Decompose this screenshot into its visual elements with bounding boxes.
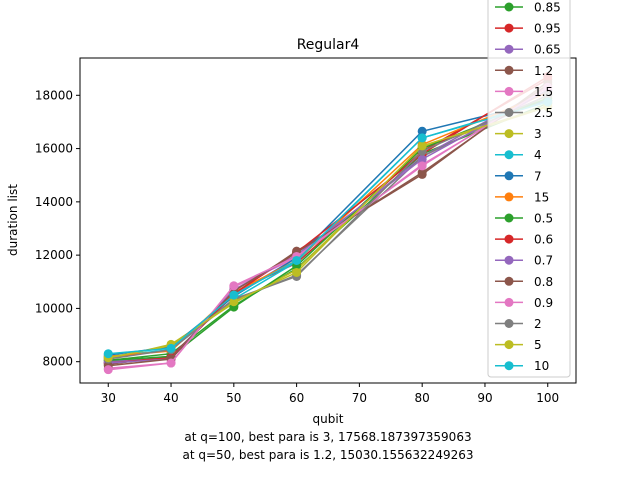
x-tick-label: 30 [101,391,116,405]
legend-marker [504,65,514,75]
y-tick-label: 18000 [35,88,73,102]
legend-label: 0.6 [534,233,553,247]
y-tick-label: 16000 [35,142,73,156]
x-tick-label: 70 [352,391,367,405]
legend-label: 0.85 [534,1,561,15]
data-point [229,281,239,291]
data-point [229,290,239,300]
annotation-best-q100: at q=100, best para is 3, 17568.18739735… [184,430,471,444]
legend-marker [504,23,514,33]
plot-frame [79,57,577,384]
x-tick-label: 40 [163,391,178,405]
x-tick-label: 60 [289,391,304,405]
legend-marker [504,340,514,350]
y-tick-label: 10000 [35,301,73,315]
legend-label: 0.8 [534,275,553,289]
legend-marker [504,150,514,160]
legend-label: 15 [534,190,549,204]
legend-marker [504,192,514,202]
x-axis: 30 40 50 60 70 80 90 100 [101,383,559,405]
legend-label: 0.5 [534,212,553,226]
data-point [417,126,427,136]
legend-label: 0.65 [534,43,561,57]
legend: 0.850.950.651.21.52.5347150.50.60.70.80.… [487,0,571,378]
legend-marker [504,129,514,139]
legend-label: 10 [534,359,549,373]
annotation-best-q50: at q=50, best para is 1.2, 15030.1556322… [182,448,473,462]
legend-marker [504,86,514,96]
data-point [166,358,176,368]
x-tick-label: 90 [477,391,492,405]
legend-label: 7 [534,169,542,183]
legend-label: 2 [534,317,542,331]
legend-marker [504,276,514,286]
legend-label: 5 [534,338,542,352]
data-point [417,154,427,164]
data-point [417,133,427,143]
legend-label: 1.2 [534,64,553,78]
legend-marker [504,255,514,265]
legend-marker [504,319,514,328]
legend-marker [504,361,514,371]
legend-label: 0.7 [534,254,553,268]
data-point [103,349,113,359]
legend-marker [504,2,514,12]
y-tick-label: 8000 [42,355,73,369]
x-axis-label: qubit [313,412,344,426]
legend-marker [504,171,514,181]
data-point [417,161,427,171]
legend-label: 1.5 [534,85,553,99]
series-line [108,105,548,359]
data-point [166,343,176,353]
x-tick-label: 50 [226,391,241,405]
legend-marker [504,234,514,244]
legend-label: 2.5 [534,106,553,120]
data-point [417,141,427,151]
legend-marker [504,108,514,117]
data-point [292,255,302,265]
legend-marker [504,44,514,54]
y-axis: 8000 10000 12000 14000 16000 18000 [35,88,80,369]
legend-label: 0.95 [534,22,561,36]
y-axis-label: duration list [6,184,20,256]
legend-label: 3 [534,127,542,141]
data-point [292,267,302,277]
data-point [103,365,113,375]
y-tick-label: 12000 [35,248,73,262]
series-line [108,86,549,371]
series-line [108,101,548,355]
x-tick-label: 80 [415,391,430,405]
legend-marker [504,297,514,307]
legend-label: 0.9 [534,296,553,310]
data-point [229,297,239,307]
x-tick-label: 100 [536,391,559,405]
y-tick-label: 14000 [35,195,73,209]
legend-marker [504,213,514,223]
chart-title: Regular4 [297,37,360,53]
legend-label: 4 [534,148,542,162]
data-point [417,168,427,178]
